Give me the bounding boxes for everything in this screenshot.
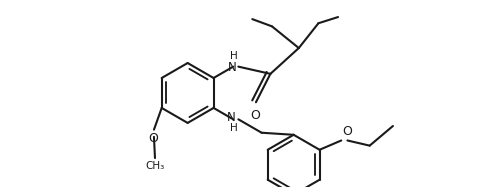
Text: H: H <box>230 124 238 133</box>
Text: H: H <box>230 52 238 61</box>
Text: O: O <box>342 125 352 138</box>
Text: N: N <box>227 111 236 124</box>
Text: CH₃: CH₃ <box>145 161 165 171</box>
Text: O: O <box>149 132 158 145</box>
Text: O: O <box>250 109 260 122</box>
Text: N: N <box>228 61 237 74</box>
